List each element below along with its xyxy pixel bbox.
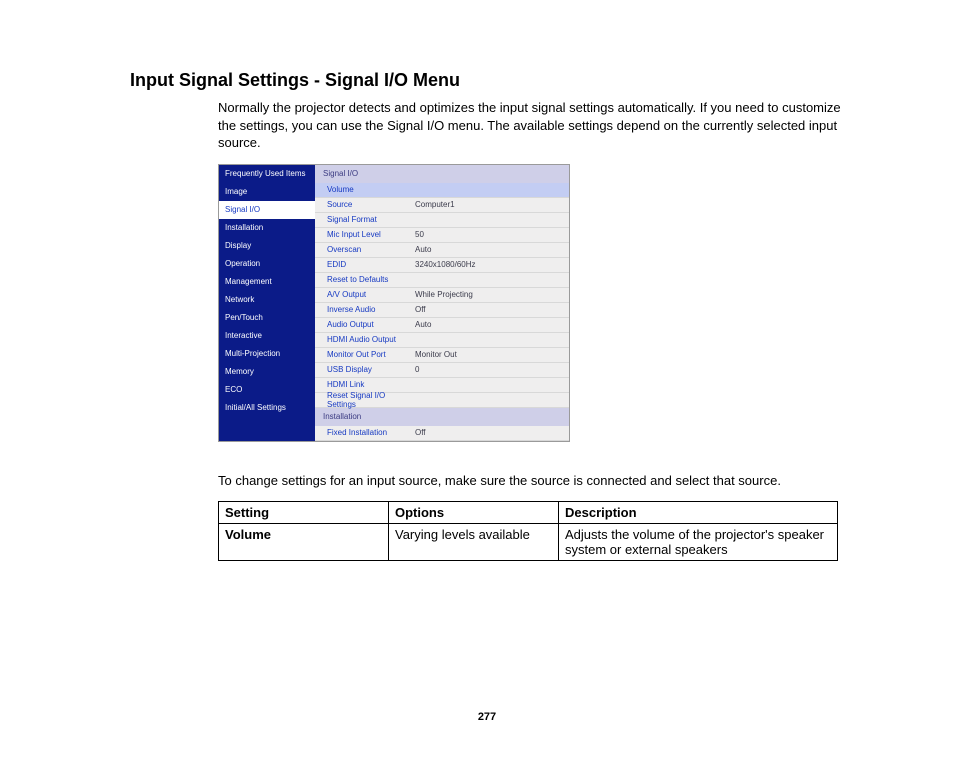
header-setting: Setting: [219, 502, 389, 524]
menu-row-value: Auto: [415, 245, 569, 254]
menu-row: SourceComputer1: [315, 198, 569, 213]
sidebar-item: Interactive: [219, 327, 315, 345]
sidebar-item: Frequently Used Items: [219, 165, 315, 183]
menu-row: Signal Format: [315, 213, 569, 228]
sidebar-item: ECO: [219, 381, 315, 399]
menu-row: HDMI Audio Output: [315, 333, 569, 348]
menu-row-label: Audio Output: [315, 320, 415, 329]
menu-row-value: 0: [415, 365, 569, 374]
table-row: VolumeVarying levels availableAdjusts th…: [219, 524, 838, 561]
menu-row-value: Monitor Out: [415, 350, 569, 359]
table-header-row: Setting Options Description: [219, 502, 838, 524]
menu-row-value: Off: [415, 428, 569, 437]
section-header: Signal I/O: [315, 165, 569, 183]
header-options: Options: [389, 502, 559, 524]
menu-row-label: Reset Signal I/O Settings: [315, 391, 415, 409]
menu-row-value: 3240x1080/60Hz: [415, 260, 569, 269]
cell-setting: Volume: [219, 524, 389, 561]
menu-row: Monitor Out PortMonitor Out: [315, 348, 569, 363]
menu-row-label: Reset to Defaults: [315, 275, 415, 284]
cell-description: Adjusts the volume of the projector's sp…: [559, 524, 838, 561]
menu-row: Fixed InstallationOff: [315, 426, 569, 441]
section-header: Installation: [315, 408, 569, 426]
menu-row-label: A/V Output: [315, 290, 415, 299]
menu-row-label: Overscan: [315, 245, 415, 254]
menu-row-label: Volume: [315, 185, 415, 194]
menu-row-label: Fixed Installation: [315, 428, 415, 437]
sidebar-item: Display: [219, 237, 315, 255]
menu-row-value: 50: [415, 230, 569, 239]
menu-row-label: Monitor Out Port: [315, 350, 415, 359]
menu-row-label: HDMI Audio Output: [315, 335, 415, 344]
menu-row: Reset to Defaults: [315, 273, 569, 288]
sidebar-item: Operation: [219, 255, 315, 273]
menu-row: Volume: [315, 183, 569, 198]
menu-row-label: Source: [315, 200, 415, 209]
sidebar-item: Memory: [219, 363, 315, 381]
menu-row-label: USB Display: [315, 365, 415, 374]
menu-row-label: Signal Format: [315, 215, 415, 224]
screenshot-content: Signal I/OVolumeSourceComputer1Signal Fo…: [315, 165, 569, 441]
menu-row: Reset Signal I/O Settings: [315, 393, 569, 408]
sidebar-item: Initial/All Settings: [219, 399, 315, 417]
menu-row-label: Inverse Audio: [315, 305, 415, 314]
menu-row-label: HDMI Link: [315, 380, 415, 389]
menu-row-label: EDID: [315, 260, 415, 269]
menu-row-value: Off: [415, 305, 569, 314]
sidebar-item: Image: [219, 183, 315, 201]
menu-row-value: Auto: [415, 320, 569, 329]
cell-options: Varying levels available: [389, 524, 559, 561]
menu-row-label: Mic Input Level: [315, 230, 415, 239]
sidebar-item: Pen/Touch: [219, 309, 315, 327]
header-description: Description: [559, 502, 838, 524]
menu-row: Inverse AudioOff: [315, 303, 569, 318]
menu-row: Mic Input Level50: [315, 228, 569, 243]
settings-table: Setting Options Description VolumeVaryin…: [218, 501, 838, 561]
page-number: 277: [130, 711, 844, 723]
sidebar-item: Network: [219, 291, 315, 309]
menu-row: EDID3240x1080/60Hz: [315, 258, 569, 273]
menu-row: Audio OutputAuto: [315, 318, 569, 333]
instruction-paragraph: To change settings for an input source, …: [218, 472, 844, 490]
menu-row: A/V OutputWhile Projecting: [315, 288, 569, 303]
menu-row: USB Display0: [315, 363, 569, 378]
sidebar-item: Management: [219, 273, 315, 291]
menu-row: OverscanAuto: [315, 243, 569, 258]
sidebar-item: Installation: [219, 219, 315, 237]
menu-row-value: Computer1: [415, 200, 569, 209]
sidebar-item: Signal I/O: [219, 201, 315, 219]
menu-screenshot: Frequently Used ItemsImageSignal I/OInst…: [218, 164, 570, 442]
screenshot-sidebar: Frequently Used ItemsImageSignal I/OInst…: [219, 165, 315, 441]
sidebar-item: Multi-Projection: [219, 345, 315, 363]
menu-row-value: While Projecting: [415, 290, 569, 299]
page-title: Input Signal Settings - Signal I/O Menu: [130, 70, 844, 91]
intro-paragraph: Normally the projector detects and optim…: [218, 99, 844, 152]
